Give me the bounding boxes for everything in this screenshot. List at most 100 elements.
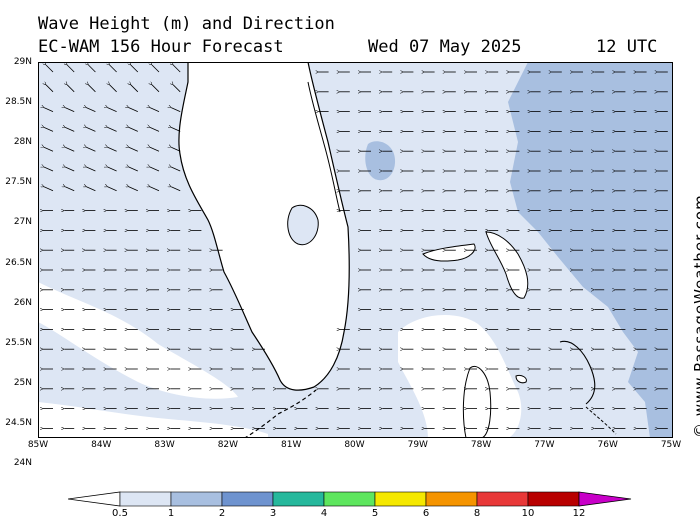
wave-arrow <box>67 85 75 93</box>
wave-arrow <box>152 85 160 93</box>
lat-tick-label: 29N <box>13 57 32 67</box>
lon-tick-label: 85W <box>27 440 49 450</box>
wave-arrow <box>46 65 54 73</box>
wave-zone-1-2m <box>508 62 673 438</box>
abaco-islands <box>485 231 529 299</box>
lon-tick-label: 79W <box>407 440 428 450</box>
credit-text: © www.PassageWeather.com <box>691 194 700 438</box>
lat-tick-label: 25.5N <box>5 337 32 348</box>
lat-tick-label: 27N <box>13 217 32 228</box>
andros-island <box>462 366 492 438</box>
wave-arrow <box>171 108 181 112</box>
wave-arrow <box>44 147 54 152</box>
wave-arrow <box>88 85 96 93</box>
colorbar-segment <box>527 491 580 507</box>
colorbar-tick-label: 8 <box>473 508 481 519</box>
wave-arrow <box>65 147 75 152</box>
eleuthera-island <box>559 340 596 405</box>
lat-tick-label: 24N <box>13 458 32 468</box>
colorbar-tick-label: 0.5 <box>112 508 128 519</box>
wave-map <box>38 62 673 438</box>
colorbar-tick-label: 10 <box>521 508 535 519</box>
lon-tick-label: 81W <box>281 440 302 450</box>
wave-arrow <box>44 187 54 192</box>
lat-tick-label: 28.5N <box>5 97 32 108</box>
wave-arrow <box>150 108 160 112</box>
wave-arrow <box>108 127 117 132</box>
colorbar-tick-label: 1 <box>167 508 175 519</box>
wave-arrow <box>46 85 54 93</box>
colorbar-segment <box>221 491 274 507</box>
wave-arrow <box>150 147 160 152</box>
wave-arrow <box>131 85 139 93</box>
wave-arrow <box>110 85 117 93</box>
wave-arrow <box>171 187 181 192</box>
wave-arrow <box>86 108 96 112</box>
wave-arrow <box>152 65 160 73</box>
date-label: Wed 07 May 2025 <box>368 37 522 57</box>
wave-arrow <box>44 108 54 112</box>
grand-bahama <box>422 243 476 262</box>
wave-arrow <box>129 147 138 152</box>
colorbar-tick-label: 12 <box>572 508 586 519</box>
wave-arrow <box>129 187 138 192</box>
colorbar-min-triangle <box>68 491 121 507</box>
wave-arrow <box>65 187 75 192</box>
colorbar-max-triangle <box>578 491 632 507</box>
lat-tick-label: 28N <box>13 137 32 148</box>
wave-arrow <box>173 85 181 93</box>
colorbar-tick-label: 5 <box>371 508 379 519</box>
exuma-cays <box>585 406 617 435</box>
lat-tick-label: 26.5N <box>5 257 32 268</box>
wave-arrow <box>108 167 117 172</box>
wave-arrow <box>173 65 181 73</box>
lon-tick-label: 82W <box>217 440 239 450</box>
wave-zone-low-gulf <box>38 282 238 399</box>
wave-arrow <box>150 127 160 132</box>
colorbar-tick-label: 3 <box>269 508 277 519</box>
wave-arrow <box>86 147 96 152</box>
wave-arrow <box>110 65 117 73</box>
colorbar-tick-label: 4 <box>320 508 328 519</box>
florida-landmass <box>178 62 350 391</box>
lon-tick-label: 77W <box>534 440 555 450</box>
wave-arrow <box>129 127 138 132</box>
model-label: EC-WAM 156 Hour Forecast <box>38 37 284 57</box>
lon-tick-label: 75W <box>660 440 682 450</box>
wave-arrow <box>171 147 181 152</box>
wave-arrow <box>129 167 138 172</box>
berry-islands <box>515 375 527 384</box>
wave-arrow <box>65 127 75 132</box>
lake-okeechobee <box>287 204 319 246</box>
wave-arrow <box>150 167 160 172</box>
colorbar-segment <box>170 491 223 507</box>
indian-river-lagoon <box>307 81 341 213</box>
colorbar-segment <box>119 491 172 507</box>
lon-tick-label: 83W <box>154 440 175 450</box>
lat-tick-label: 24.5N <box>5 417 32 428</box>
wave-height-colorbar <box>68 491 632 507</box>
wave-arrow <box>44 167 54 172</box>
wave-arrow <box>67 65 75 73</box>
lon-tick-label: 84W <box>91 440 112 450</box>
wave-direction-arrows <box>43 65 668 428</box>
wave-arrow <box>86 127 96 132</box>
colorbar-tick-label: 6 <box>422 508 430 519</box>
wave-arrow <box>108 187 117 192</box>
colorbar-segment <box>476 491 529 507</box>
lat-tick-label: 27.5N <box>5 177 32 188</box>
lat-tick-label: 26N <box>13 297 32 308</box>
colorbar-segment <box>323 491 376 507</box>
lon-tick-label: 78W <box>470 440 492 450</box>
wave-arrow <box>129 108 138 112</box>
colorbar-tick-label: 2 <box>218 508 226 519</box>
wave-arrow <box>65 108 75 112</box>
title-line-1: Wave Height (m) and Direction <box>38 14 335 34</box>
wave-arrow <box>108 147 117 152</box>
colorbar-segment <box>374 491 427 507</box>
colorbar-segment <box>425 491 478 507</box>
wave-arrow <box>65 167 75 172</box>
wave-arrow <box>171 127 181 132</box>
lon-tick-label: 80W <box>344 440 365 450</box>
wave-arrow <box>108 108 117 112</box>
